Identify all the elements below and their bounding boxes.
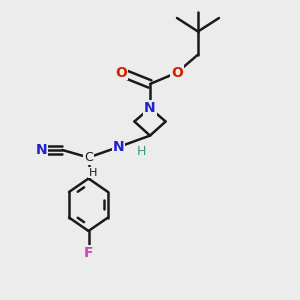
Text: O: O [116,66,128,80]
Text: F: F [84,246,93,260]
Text: C: C [84,151,93,164]
Text: N: N [113,140,124,154]
Text: N: N [36,143,47,157]
Text: H: H [89,167,97,178]
Text: N: N [144,101,156,115]
Text: H: H [136,145,146,158]
Text: O: O [171,66,183,80]
